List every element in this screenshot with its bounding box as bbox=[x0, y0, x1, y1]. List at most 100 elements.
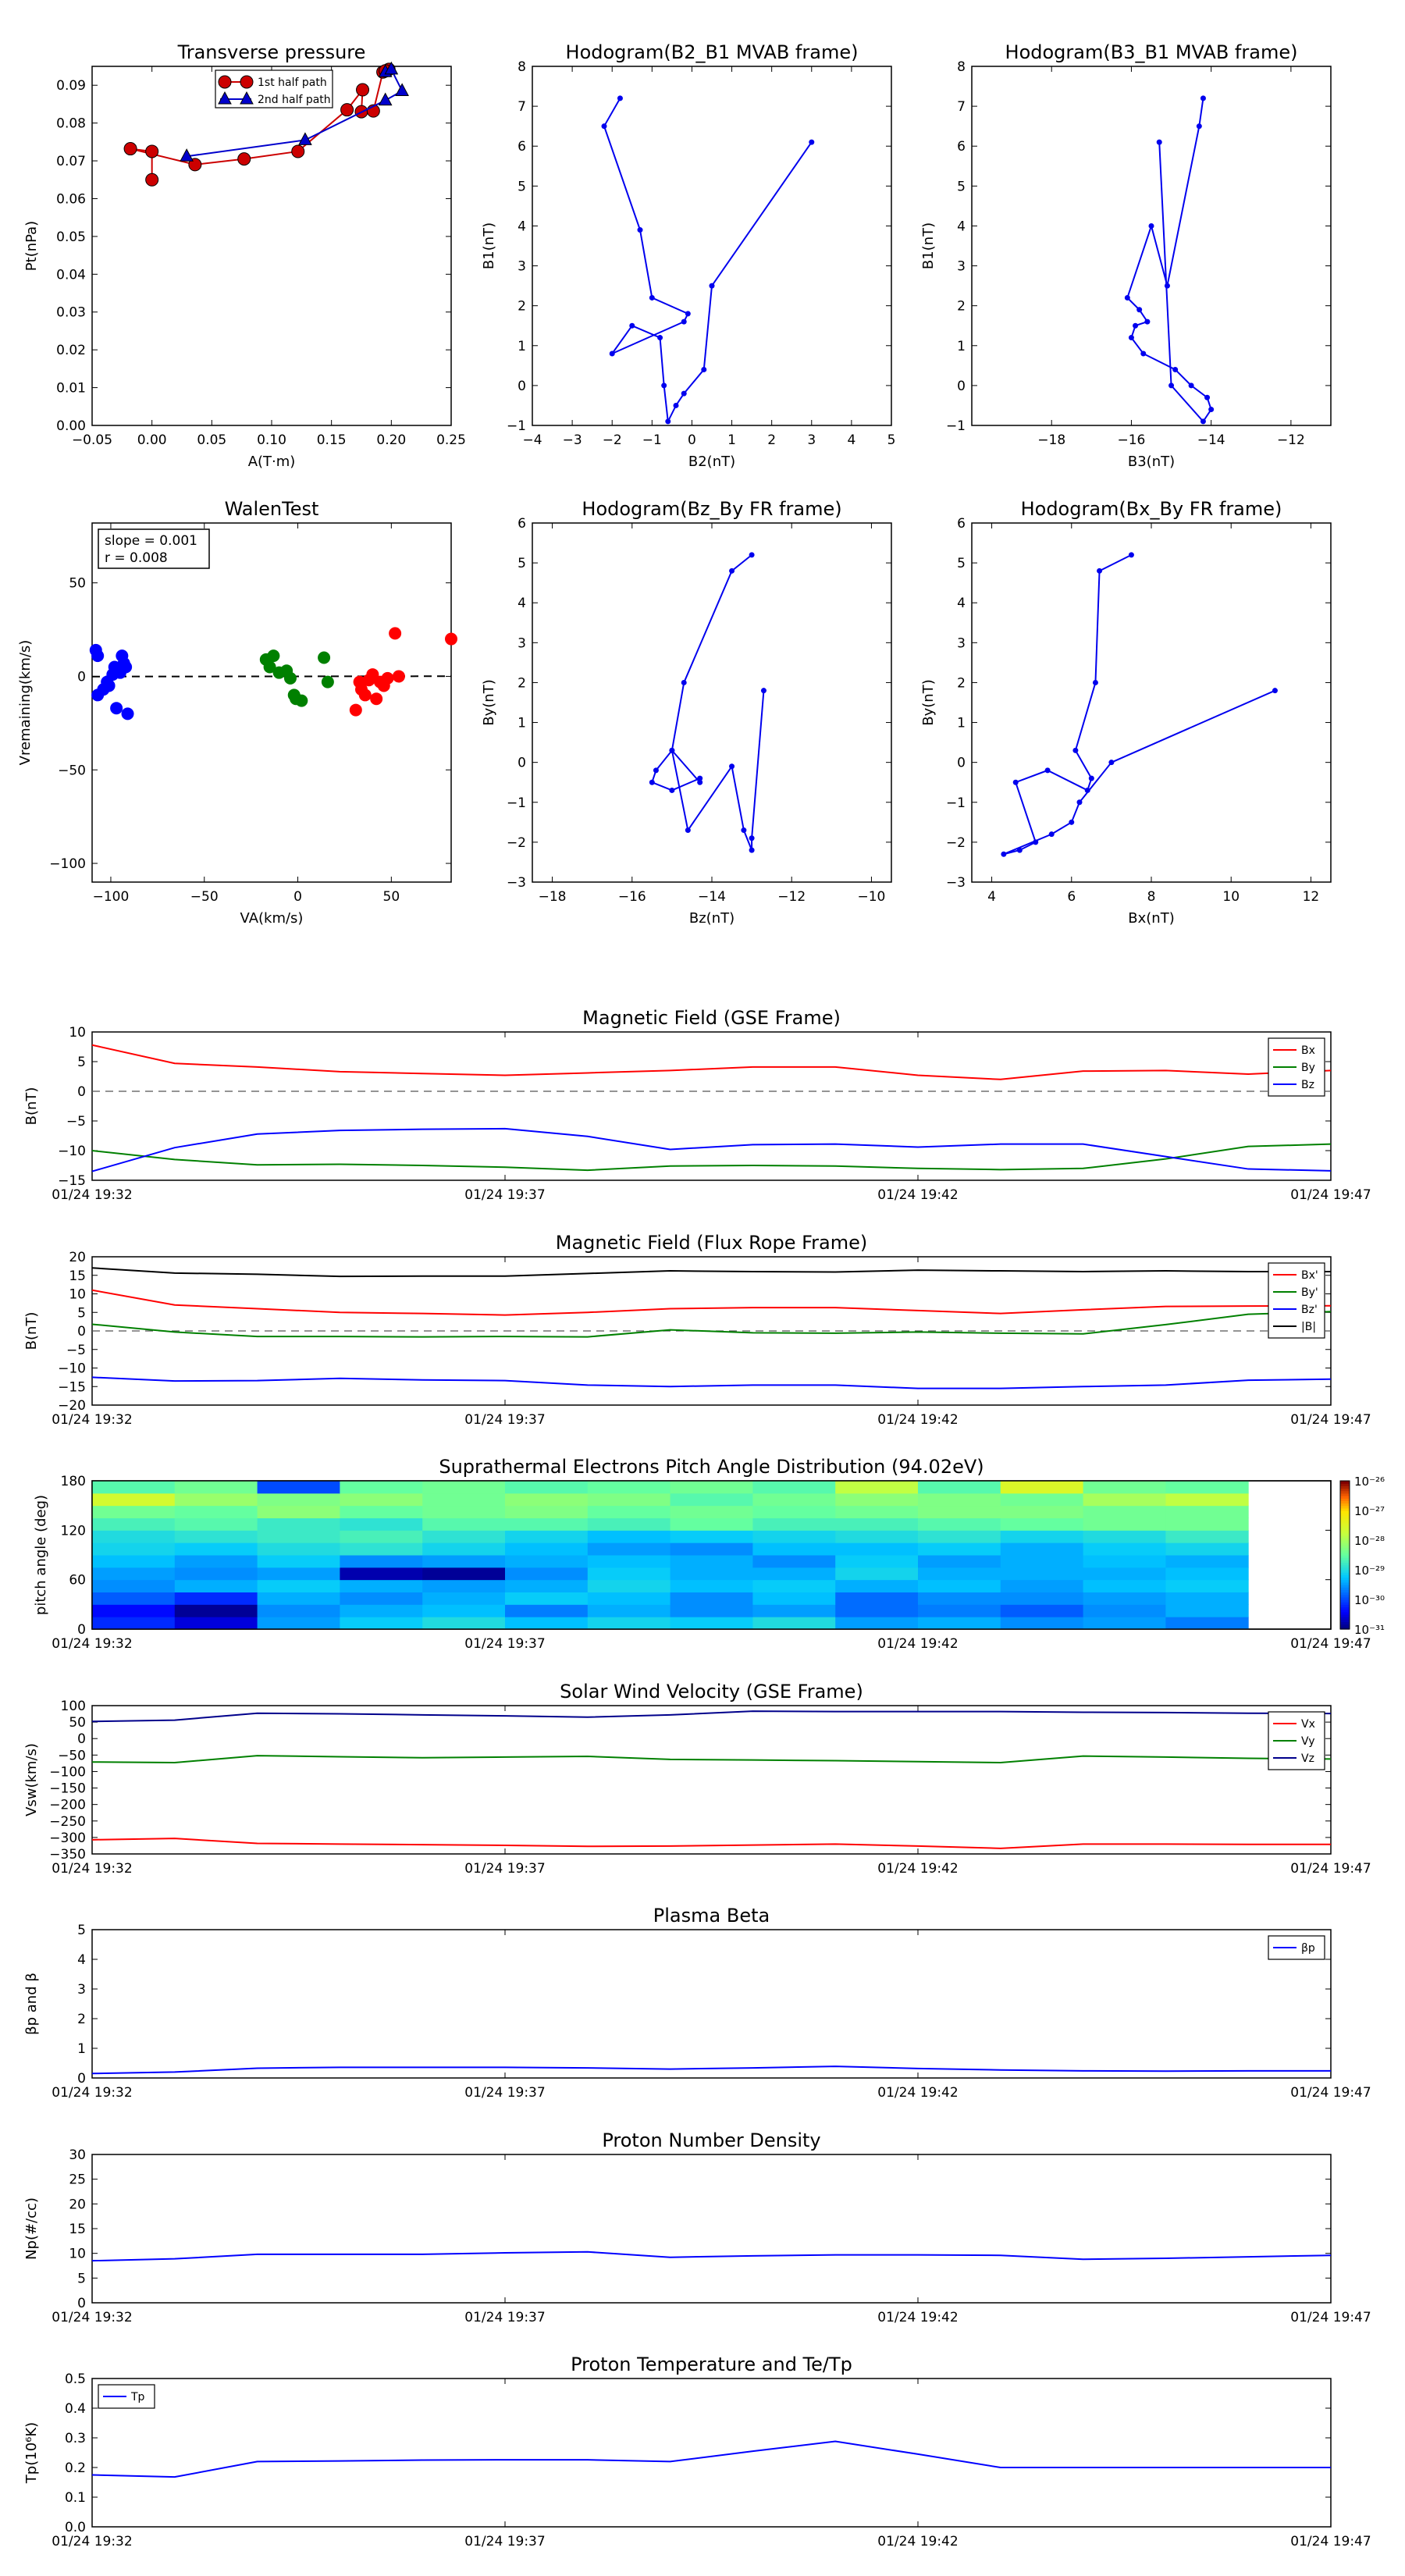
walen-title: WalenTest bbox=[225, 498, 319, 520]
np-ytick-label: 15 bbox=[69, 2222, 86, 2237]
pad-cell bbox=[174, 1542, 258, 1556]
pad-cell bbox=[174, 1517, 258, 1531]
tp-point bbox=[378, 92, 393, 106]
pad-cell bbox=[1165, 1542, 1249, 1556]
h3-ytick-label: 5 bbox=[518, 556, 526, 571]
h1-ytick-label: 0 bbox=[518, 379, 526, 394]
beta-ytick-label: 3 bbox=[77, 1982, 86, 1998]
tp-point bbox=[188, 158, 202, 172]
walen-ytick-label: 50 bbox=[69, 576, 86, 592]
pad-colorbar-segment bbox=[1340, 1621, 1350, 1625]
pad-colorbar-segment bbox=[1340, 1567, 1350, 1571]
pad-cell bbox=[1000, 1555, 1084, 1568]
pad-cell bbox=[587, 1530, 671, 1543]
pad-colorbar-segment bbox=[1340, 1604, 1350, 1608]
h2-point bbox=[1204, 394, 1211, 400]
pad-cell bbox=[587, 1517, 671, 1531]
walen-point bbox=[389, 627, 402, 640]
pad-colorbar-segment bbox=[1340, 1513, 1350, 1516]
pad-cell bbox=[835, 1567, 919, 1581]
pad-colorbar-segment bbox=[1340, 1619, 1350, 1623]
pad-cell bbox=[340, 1555, 423, 1568]
pad-cell bbox=[587, 1567, 671, 1581]
h4-point bbox=[1016, 847, 1023, 853]
mf_gse-ytick-label: −10 bbox=[58, 1144, 86, 1159]
tp-ytick-label: 0.06 bbox=[56, 191, 86, 207]
pad-cell bbox=[1000, 1592, 1084, 1605]
mf_gse-xtick-label: 01/24 19:47 bbox=[1290, 1187, 1371, 1203]
tp_temp-ytick-label: 0.0 bbox=[65, 2520, 86, 2535]
pad-cell bbox=[1165, 1617, 1249, 1630]
h3-ytick-label: 6 bbox=[518, 516, 526, 532]
h4-point bbox=[1001, 851, 1007, 857]
h4-point bbox=[1072, 747, 1079, 753]
h1-axes-frame bbox=[532, 66, 892, 426]
h2-point bbox=[1164, 283, 1170, 289]
tp_temp-ytick-label: 0.3 bbox=[65, 2431, 86, 2446]
h3-point bbox=[749, 552, 755, 558]
tp-xtick-label: 0.20 bbox=[376, 432, 406, 448]
pad-cell bbox=[340, 1542, 423, 1556]
h1-title: Hodogram(B2_B1 MVAB frame) bbox=[566, 41, 859, 63]
h4-xtick-label: 4 bbox=[987, 889, 996, 905]
pad-cell bbox=[670, 1517, 753, 1531]
mf_fr-ylabel: B(nT) bbox=[23, 1312, 40, 1350]
pad-colorbar-segment bbox=[1340, 1562, 1350, 1566]
tp_temp-xtick-label: 01/24 19:32 bbox=[52, 2534, 132, 2549]
h2-xlabel: B3(nT) bbox=[1128, 454, 1175, 470]
h4-point bbox=[1092, 679, 1098, 685]
pad-cell bbox=[340, 1505, 423, 1518]
pad-cell bbox=[1165, 1604, 1249, 1617]
tp-legend-marker bbox=[218, 91, 232, 105]
walen-point bbox=[267, 649, 280, 663]
tp-xtick-label: 0.25 bbox=[436, 432, 466, 448]
beta-xtick-label: 01/24 19:32 bbox=[52, 2085, 132, 2101]
pad-cell bbox=[1000, 1505, 1084, 1518]
pad-cell bbox=[422, 1505, 506, 1518]
h2-ytick-label: 0 bbox=[957, 379, 966, 394]
pad-cell bbox=[587, 1542, 671, 1556]
h2-xtick-label: −12 bbox=[1277, 432, 1305, 448]
pad-cell bbox=[422, 1542, 506, 1556]
walen-point bbox=[91, 649, 105, 663]
tp-ylabel: Pt(nPa) bbox=[23, 221, 40, 271]
h4-point bbox=[1108, 760, 1115, 766]
h1-ytick-label: 4 bbox=[518, 219, 526, 234]
np-ylabel: Np(#/cc) bbox=[23, 2197, 40, 2260]
h2-ytick-label: 5 bbox=[957, 179, 966, 194]
pad-ytick-label: 0 bbox=[77, 1622, 86, 1638]
pad-cell bbox=[1000, 1567, 1084, 1581]
pad-cell bbox=[587, 1604, 671, 1617]
h2-ytick-label: 6 bbox=[957, 139, 966, 155]
vsw-series-Vz bbox=[91, 1710, 1332, 1723]
mf_gse-legend-label: By bbox=[1301, 1062, 1315, 1074]
pad-cell bbox=[422, 1617, 506, 1630]
vsw-ylabel: Vsw(km/s) bbox=[23, 1743, 40, 1816]
pad-colorbar-segment bbox=[1340, 1525, 1350, 1528]
pad-cell bbox=[174, 1604, 258, 1617]
h2-ytick-label: 4 bbox=[957, 219, 966, 234]
h4-point bbox=[1076, 799, 1083, 806]
pad-cell bbox=[422, 1567, 506, 1581]
h4-point bbox=[1128, 552, 1134, 558]
walen-ylabel: Vremaining(km/s) bbox=[17, 640, 34, 766]
h3-point bbox=[685, 827, 691, 834]
np-ytick-label: 5 bbox=[77, 2271, 86, 2286]
pad-colorbar-label: 10⁻²⁸ bbox=[1354, 1534, 1385, 1548]
beta-ytick-label: 0 bbox=[77, 2071, 86, 2087]
np-xtick-label: 01/24 19:32 bbox=[52, 2310, 132, 2325]
pad-cell bbox=[835, 1592, 919, 1605]
h4-title: Hodogram(Bx_By FR frame) bbox=[1021, 498, 1282, 520]
pad-ytick-label: 180 bbox=[61, 1474, 86, 1489]
mf_fr-ytick-label: 5 bbox=[77, 1305, 86, 1321]
h1-point bbox=[617, 95, 623, 101]
pad-colorbar-segment bbox=[1340, 1498, 1350, 1501]
mf_gse-ytick-label: −15 bbox=[58, 1173, 86, 1189]
vsw-ytick-label: −300 bbox=[49, 1831, 86, 1846]
h4-ytick-label: 5 bbox=[957, 556, 966, 571]
h4-ytick-label: −2 bbox=[946, 835, 966, 851]
h4-point bbox=[1069, 819, 1075, 825]
tp-ytick-label: 0.08 bbox=[56, 116, 86, 132]
pad-cell bbox=[918, 1567, 1001, 1581]
pad-colorbar-label: 10⁻²⁶ bbox=[1354, 1475, 1385, 1489]
